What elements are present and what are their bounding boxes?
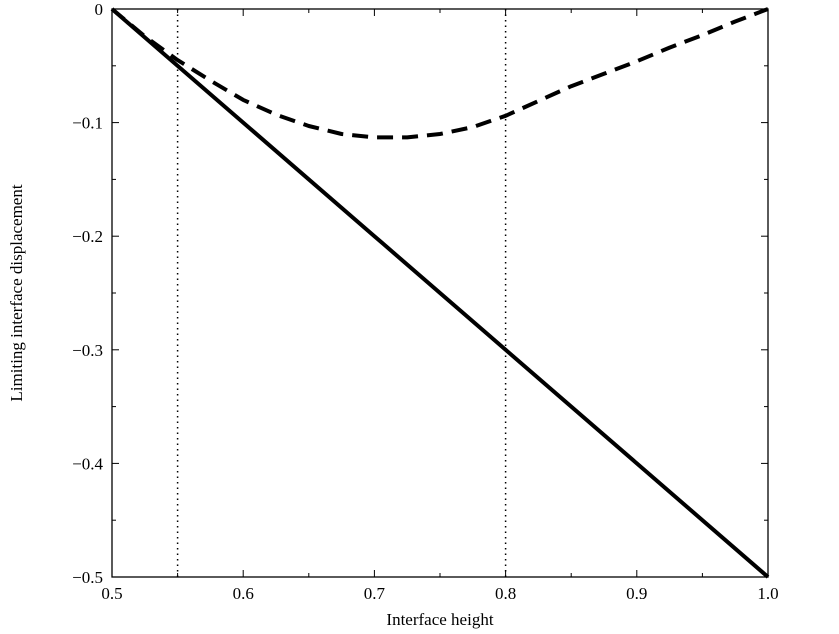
y-tick-label: −0.1 <box>72 114 103 133</box>
y-axis-label: Limiting interface displacement <box>7 184 26 401</box>
x-tick-label: 0.9 <box>626 584 647 603</box>
series-group <box>110 7 770 579</box>
y-tick-label: −0.2 <box>72 227 103 246</box>
x-tick-label: 0.6 <box>233 584 254 603</box>
series-line-0 <box>110 7 770 579</box>
x-tick-label: 0.5 <box>101 584 122 603</box>
y-tick-label: 0 <box>95 0 104 19</box>
y-tick-label: −0.4 <box>72 454 103 473</box>
y-tick-labels: 0 −0.1 −0.2 −0.3 −0.4 −0.5 <box>72 0 103 587</box>
axis-ticks <box>111 8 769 578</box>
series-line-1 <box>110 7 769 140</box>
x-tick-label: 0.7 <box>364 584 386 603</box>
x-tick-label: 0.8 <box>495 584 516 603</box>
y-tick-label: −0.5 <box>72 568 103 587</box>
x-axis-label: Interface height <box>386 610 493 629</box>
y-tick-label: −0.3 <box>72 341 103 360</box>
reference-lines <box>176 9 507 577</box>
x-tick-labels: 0.5 0.6 0.7 0.8 0.9 1.0 <box>101 584 778 603</box>
x-tick-label: 1.0 <box>757 584 778 603</box>
